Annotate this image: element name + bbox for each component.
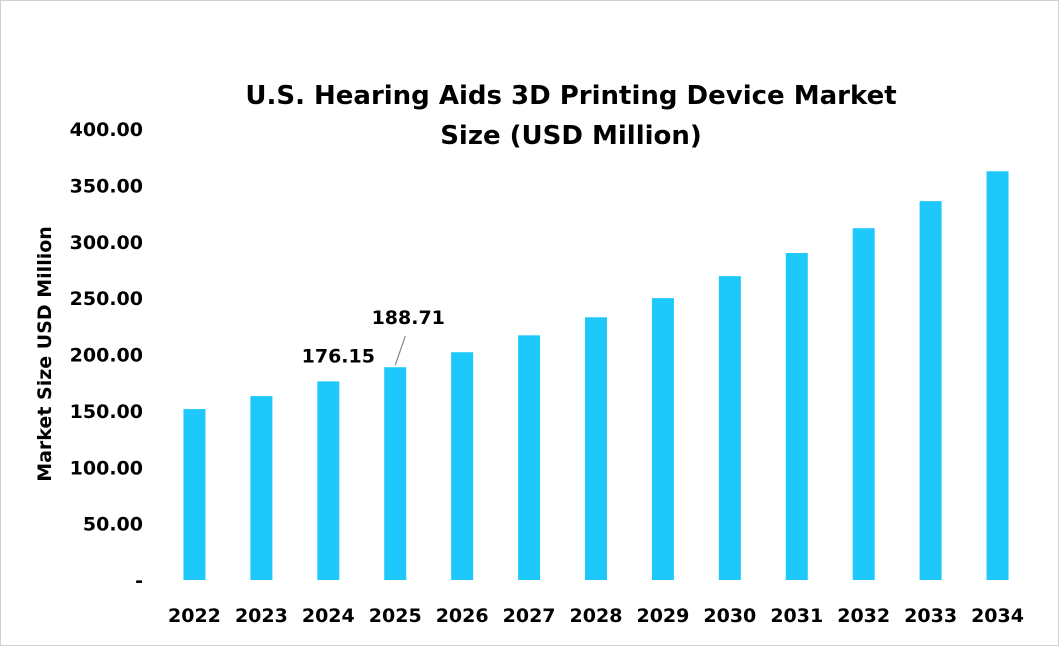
bar-2031 — [785, 253, 808, 580]
data-label: 188.71 — [372, 307, 445, 329]
y-tick-label: 100.00 — [70, 457, 143, 479]
bar-2023 — [250, 396, 273, 580]
x-tick-label: 2025 — [369, 605, 422, 627]
data-label-leader-line — [394, 336, 406, 366]
bar-2022 — [183, 409, 206, 580]
bar-2034 — [986, 171, 1009, 580]
bar-2024 — [317, 381, 340, 580]
x-tick-label: 2030 — [703, 605, 756, 627]
bar-2028 — [585, 317, 607, 580]
chart-title-line-1: U.S. Hearing Aids 3D Printing Device Mar… — [245, 81, 896, 111]
y-tick-label: 350.00 — [70, 175, 143, 197]
x-tick-label: 2033 — [904, 605, 957, 627]
data-label: 176.15 — [302, 345, 375, 367]
x-tick-label: 2026 — [436, 605, 489, 627]
bar-2025 — [384, 367, 407, 580]
x-tick-label: 2032 — [837, 605, 890, 627]
y-tick-label: 150.00 — [70, 401, 143, 423]
y-tick-label: 200.00 — [70, 345, 143, 367]
y-tick-label: 400.00 — [70, 119, 143, 141]
bar-2027 — [518, 335, 541, 580]
x-tick-label: 2028 — [570, 605, 623, 627]
y-tick-label: - — [135, 570, 143, 592]
x-tick-label: 2029 — [636, 605, 689, 627]
x-tick-label: 2031 — [770, 605, 823, 627]
y-tick-label: 250.00 — [70, 288, 143, 310]
bar-2033 — [919, 201, 942, 580]
y-axis-label: Market Size USD Million — [34, 226, 56, 482]
x-tick-label: 2024 — [302, 605, 355, 627]
y-tick-label: 300.00 — [70, 232, 143, 254]
x-tick-label: 2034 — [971, 605, 1024, 627]
x-tick-label: 2022 — [168, 605, 221, 627]
y-tick-label: 50.00 — [83, 514, 143, 536]
bar-2029 — [651, 298, 674, 580]
bar-2032 — [852, 228, 875, 580]
chart-title-line-2: Size (USD Million) — [440, 121, 702, 151]
bar-2030 — [718, 276, 741, 580]
x-tick-label: 2023 — [235, 605, 288, 627]
x-tick-label: 2027 — [503, 605, 556, 627]
bar-2026 — [451, 352, 474, 580]
